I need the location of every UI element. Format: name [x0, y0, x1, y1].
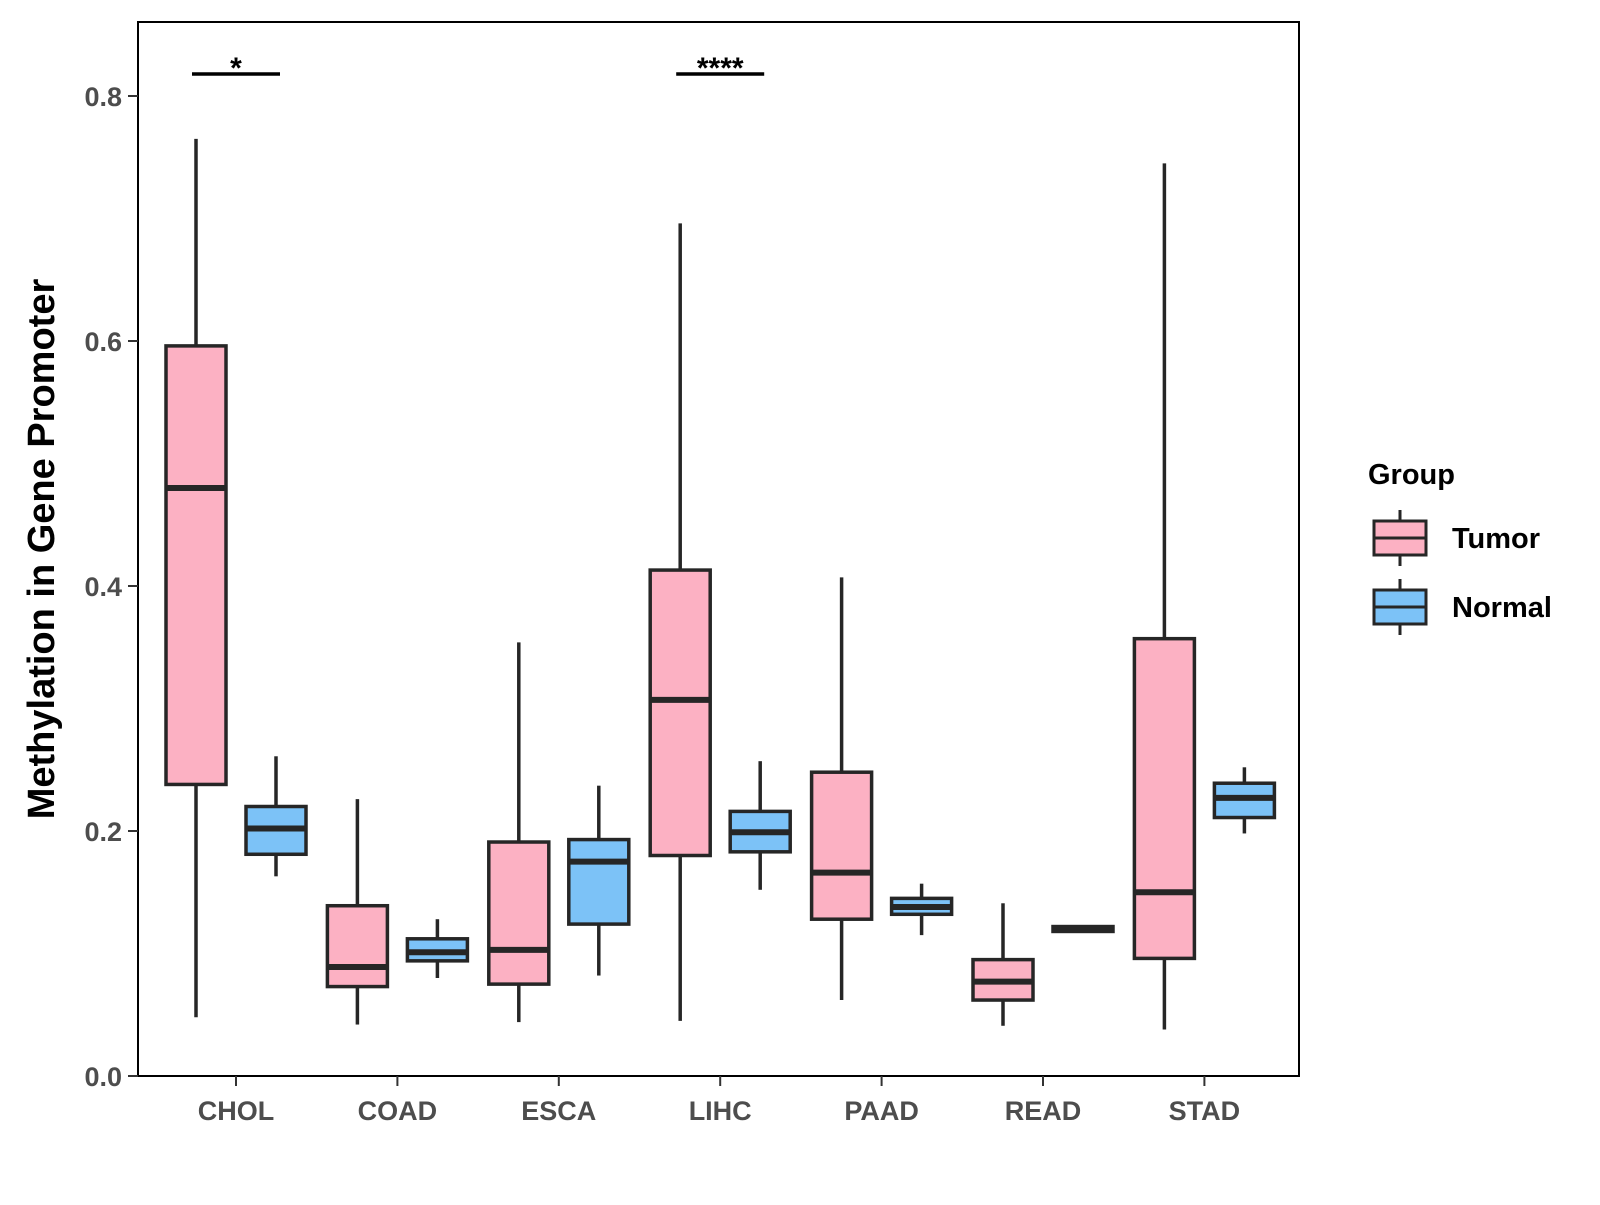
box-normal-esca — [567, 785, 631, 976]
x-tick-label-read: READ — [1005, 1096, 1082, 1126]
box-normal-read — [1051, 924, 1115, 934]
significance-label: **** — [697, 52, 744, 85]
legend-item-normal: Normal — [1372, 579, 1552, 635]
box-iqr — [1132, 636, 1197, 961]
box-iqr — [809, 770, 874, 921]
x-axis: CHOL COAD ESCA LIHC PAAD READ STAD — [198, 1076, 1240, 1126]
panel-border — [137, 21, 1300, 1077]
legend-label: Normal — [1452, 592, 1552, 624]
significance-lihc: **** — [676, 52, 765, 85]
x-tick-label-esca: ESCA — [521, 1096, 596, 1126]
box-tumor-coad — [325, 799, 390, 1025]
y-axis: 0.0 0.2 0.4 0.6 0.8 — [84, 82, 138, 1092]
box-tumor-esca — [487, 642, 551, 1023]
box-series — [164, 138, 1277, 1030]
box-iqr — [164, 344, 228, 787]
box-normal-chol — [244, 756, 308, 877]
box-normal-lihc — [728, 761, 792, 890]
box-tumor-lihc — [648, 223, 712, 1021]
box-tumor-paad — [809, 577, 874, 1001]
y-tick-label: 0.2 — [84, 817, 122, 847]
y-tick-label: 0.6 — [84, 327, 122, 357]
box-iqr — [325, 903, 390, 989]
x-tick-label-lihc: LIHC — [689, 1096, 752, 1126]
significance-annotations: * **** — [192, 52, 765, 85]
box-normal-paad — [889, 883, 954, 936]
significance-chol: * — [192, 52, 280, 85]
box-tumor-chol — [164, 138, 228, 1018]
x-tick-label-stad: STAD — [1169, 1096, 1241, 1126]
box-tumor-read — [971, 903, 1035, 1026]
x-tick-label-paad: PAAD — [844, 1096, 919, 1126]
legend-title: Group — [1368, 459, 1455, 491]
y-tick-label: 0.8 — [84, 82, 122, 112]
box-iqr — [567, 837, 631, 926]
y-axis-title: Methylation in Gene Promoter — [21, 279, 63, 820]
legend: Group Tumor Normal — [1368, 459, 1552, 635]
significance-label: * — [230, 52, 242, 85]
box-normal-coad — [405, 919, 470, 978]
x-tick-label-chol: CHOL — [198, 1096, 275, 1126]
y-tick-label: 0.4 — [84, 572, 122, 602]
legend-label: Tumor — [1452, 523, 1540, 555]
box-iqr — [648, 568, 712, 858]
box-tumor-stad — [1132, 163, 1197, 1030]
legend-item-tumor: Tumor — [1372, 510, 1540, 566]
box-iqr — [487, 840, 551, 986]
box-normal-stad — [1212, 767, 1277, 834]
y-tick-label: 0.0 — [84, 1062, 122, 1092]
x-tick-label-coad: COAD — [358, 1096, 438, 1126]
